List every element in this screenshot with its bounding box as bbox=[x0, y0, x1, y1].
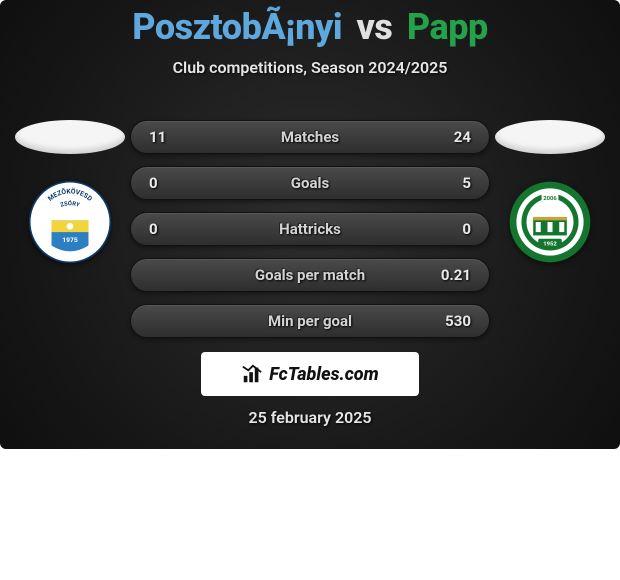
player1-placeholder-oval bbox=[15, 120, 125, 154]
stat-right-value: 24 bbox=[431, 128, 471, 146]
club-crest-right: 2006 1952 bbox=[500, 180, 600, 264]
stat-label: Goals per match bbox=[255, 266, 365, 284]
svg-text:2006: 2006 bbox=[543, 196, 557, 202]
stat-row-min-per-goal: Min per goal 530 bbox=[130, 304, 490, 338]
stat-left-value: 11 bbox=[149, 128, 189, 146]
stat-right-value: 0 bbox=[431, 220, 471, 238]
paks-crest-icon: 2006 1952 bbox=[508, 180, 592, 264]
stat-label: Goals bbox=[291, 174, 329, 192]
stat-left-value: 0 bbox=[149, 220, 189, 238]
stat-rows: 11 Matches 24 0 Goals 5 0 Hattricks 0 Go… bbox=[130, 100, 490, 338]
left-side: MEZŐKÖVESD ZSÓRY 1975 bbox=[10, 100, 130, 264]
player1-name: PosztobÃ¡nyi bbox=[132, 6, 342, 48]
stat-right-value: 0.21 bbox=[431, 266, 471, 284]
stat-row-goals: 0 Goals 5 bbox=[130, 166, 490, 200]
mezokovesd-crest-icon: MEZŐKÖVESD ZSÓRY 1975 bbox=[28, 180, 112, 264]
page-title: PosztobÃ¡nyi vs Papp bbox=[0, 0, 620, 48]
stat-right-value: 5 bbox=[431, 174, 471, 192]
stat-label: Hattricks bbox=[279, 220, 341, 238]
comparison-card: PosztobÃ¡nyi vs Papp Club competitions, … bbox=[0, 0, 620, 449]
stat-left-value: 0 bbox=[149, 174, 189, 192]
stat-label: Min per goal bbox=[268, 312, 352, 330]
club-crest-left: MEZŐKÖVESD ZSÓRY 1975 bbox=[20, 180, 120, 264]
svg-text:1975: 1975 bbox=[62, 236, 78, 244]
stat-row-matches: 11 Matches 24 bbox=[130, 120, 490, 154]
subtitle: Club competitions, Season 2024/2025 bbox=[0, 58, 620, 77]
vs-separator: vs bbox=[357, 6, 393, 48]
player2-placeholder-oval bbox=[495, 120, 605, 154]
brand-text: FcTables.com bbox=[269, 364, 378, 385]
brand-link[interactable]: FcTables.com bbox=[201, 352, 419, 396]
stat-row-hattricks: 0 Hattricks 0 bbox=[130, 212, 490, 246]
stat-label: Matches bbox=[281, 128, 339, 146]
player2-name: Papp bbox=[407, 6, 488, 48]
date-label: 25 february 2025 bbox=[0, 408, 620, 427]
bar-chart-icon bbox=[241, 363, 263, 385]
stat-right-value: 530 bbox=[431, 312, 471, 330]
svg-text:1952: 1952 bbox=[543, 242, 557, 248]
comparison-columns: MEZŐKÖVESD ZSÓRY 1975 11 Matches 24 bbox=[0, 100, 620, 360]
stat-row-goals-per-match: Goals per match 0.21 bbox=[130, 258, 490, 292]
right-side: 2006 1952 bbox=[490, 100, 610, 264]
